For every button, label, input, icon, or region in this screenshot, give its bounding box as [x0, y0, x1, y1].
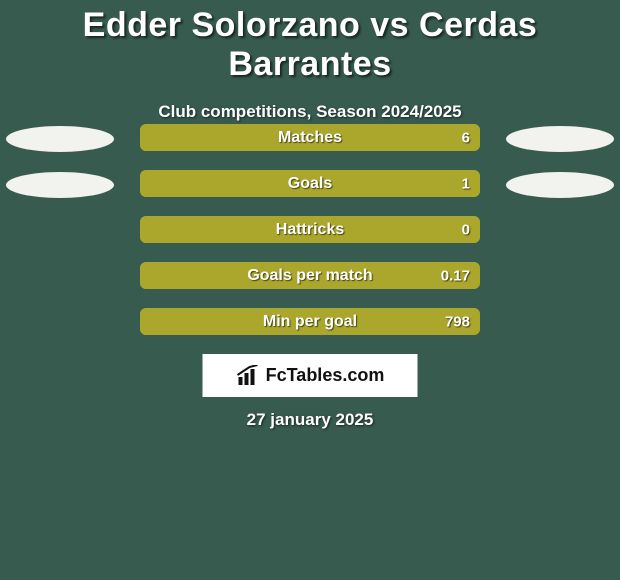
row-goals: Goals 1 [0, 170, 620, 216]
stat-value: 0.17 [441, 267, 470, 284]
row-min-per-goal: Min per goal 798 [0, 308, 620, 354]
stat-rows: Matches 6 Goals 1 Hattricks 0 [0, 124, 620, 354]
stat-value: 6 [462, 129, 470, 146]
stat-value: 798 [445, 313, 470, 330]
left-ellipse [6, 126, 114, 152]
stat-label: Hattricks [276, 221, 344, 239]
brand-chart-icon [236, 365, 262, 387]
right-ellipse [506, 172, 614, 198]
stat-label: Goals [288, 175, 332, 193]
stat-bar: Goals 1 [140, 170, 480, 197]
brand-inner: FcTables.com [236, 365, 385, 387]
stat-bar: Min per goal 798 [140, 308, 480, 335]
left-ellipse [6, 172, 114, 198]
page-title: Edder Solorzano vs Cerdas Barrantes [0, 0, 620, 84]
stat-bar: Matches 6 [140, 124, 480, 151]
brand-text: FcTables.com [266, 365, 385, 386]
stat-value: 1 [462, 175, 470, 192]
row-matches: Matches 6 [0, 124, 620, 170]
stat-label: Min per goal [263, 313, 357, 331]
brand-box: FcTables.com [203, 354, 418, 397]
stat-value: 0 [462, 221, 470, 238]
comparison-infographic: Edder Solorzano vs Cerdas Barrantes Club… [0, 0, 620, 580]
subtitle: Club competitions, Season 2024/2025 [0, 102, 620, 122]
stat-label: Matches [278, 129, 342, 147]
stat-bar: Hattricks 0 [140, 216, 480, 243]
row-hattricks: Hattricks 0 [0, 216, 620, 262]
date-text: 27 january 2025 [247, 410, 374, 430]
right-ellipse [506, 126, 614, 152]
stat-label: Goals per match [247, 267, 372, 285]
stat-bar: Goals per match 0.17 [140, 262, 480, 289]
row-goals-per-match: Goals per match 0.17 [0, 262, 620, 308]
